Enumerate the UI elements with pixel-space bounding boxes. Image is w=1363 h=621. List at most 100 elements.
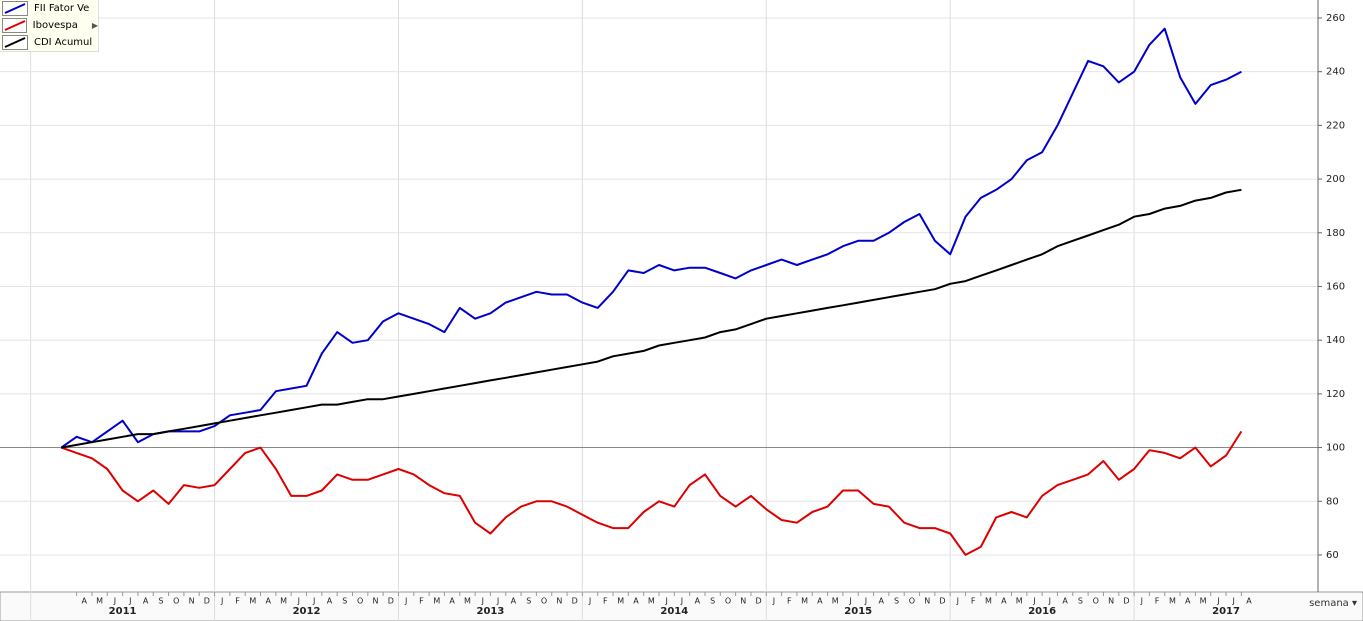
y-tick-label: 220 [1326,120,1345,131]
month-label: F [971,597,976,606]
month-label: J [956,597,959,606]
month-label: D [756,597,762,606]
month-label: J [1032,597,1035,606]
legend-swatch [2,35,28,50]
month-label: S [710,597,715,606]
month-label: D [572,597,578,606]
month-label: N [189,597,195,606]
month-label: J [312,597,315,606]
month-label: A [143,597,149,606]
month-label: S [1078,597,1083,606]
month-label: J [664,597,667,606]
y-tick-label: 60 [1326,550,1339,561]
legend-item[interactable]: Ibovespa ▶ [0,17,98,34]
month-label: M [648,597,655,606]
y-tick-label: 160 [1326,281,1345,292]
year-label: 2012 [293,606,321,617]
year-label: 2015 [844,606,872,617]
month-label: O [909,597,915,606]
month-label: J [496,597,499,606]
month-label: M [832,597,839,606]
y-tick-label: 120 [1326,389,1345,400]
month-label: O [1093,597,1099,606]
y-tick-label: 260 [1326,13,1345,24]
month-label: S [342,597,347,606]
month-label: F [603,597,608,606]
legend-item[interactable]: FII Fator Ve [0,0,98,17]
month-label: J [1048,597,1051,606]
month-label: A [1185,597,1191,606]
y-tick-label: 200 [1326,174,1345,185]
month-label: F [787,597,792,606]
y-tick-label: 180 [1326,228,1345,239]
month-label: A [327,597,333,606]
month-label: J [1140,597,1143,606]
month-label: A [82,597,88,606]
month-label: M [249,597,256,606]
month-label: N [924,597,930,606]
month-label: O [725,597,731,606]
month-label: O [541,597,547,606]
month-label: J [848,597,851,606]
legend-swatch [2,1,28,16]
month-label: A [817,597,823,606]
month-label: F [235,597,240,606]
month-label: M [1016,597,1023,606]
month-label: A [878,597,884,606]
month-label: J [1232,597,1235,606]
year-label: 2016 [1028,606,1056,617]
month-label: J [481,597,484,606]
month-label: A [449,597,455,606]
legend-label: CDI Acumul [34,37,93,48]
series-line [60,430,1243,556]
month-label: J [588,597,591,606]
legend-line [4,3,26,14]
month-label: D [939,597,945,606]
month-label: N [556,597,562,606]
y-tick-label: 80 [1326,496,1339,507]
month-label: A [511,597,517,606]
month-label: F [419,597,424,606]
month-label: J [297,597,300,606]
month-label: M [617,597,624,606]
month-label: N [372,597,378,606]
legend-label: FII Fator Ve [34,3,90,14]
year-label: 2011 [109,606,137,617]
month-label: M [801,597,808,606]
month-label: J [113,597,116,606]
month-label: S [894,597,899,606]
month-label: J [772,597,775,606]
series-line [60,27,1242,449]
month-label: J [128,597,131,606]
month-label: J [1216,597,1219,606]
legend-arrow[interactable]: ▶ [91,21,98,30]
month-label: A [695,597,701,606]
month-label: A [265,597,271,606]
legend-swatch [2,18,27,33]
period-label[interactable]: semana [1309,598,1349,609]
month-label: N [740,597,746,606]
month-label: S [158,597,163,606]
month-label: D [1123,597,1129,606]
month-label: J [864,597,867,606]
period-selector[interactable]: semana ▾ [1309,598,1357,609]
legend-line [4,37,26,48]
legend-label: Ibovespa [32,20,78,31]
month-label: J [404,597,407,606]
legend: FII Fator Ve Ibovespa ▶ CDI Acumul [0,0,99,52]
x-axis-band [0,591,1363,621]
month-label: M [985,597,992,606]
legend-item[interactable]: CDI Acumul [0,34,98,51]
month-label: J [220,597,223,606]
month-label: O [357,597,363,606]
month-label: M [433,597,440,606]
month-label: N [1108,597,1114,606]
month-label: D [204,597,210,606]
year-label: 2013 [476,606,504,617]
month-label: O [173,597,179,606]
month-label: F [1155,597,1160,606]
month-label: D [388,597,394,606]
year-label: 2017 [1212,606,1240,617]
y-tick-label: 240 [1326,67,1345,78]
